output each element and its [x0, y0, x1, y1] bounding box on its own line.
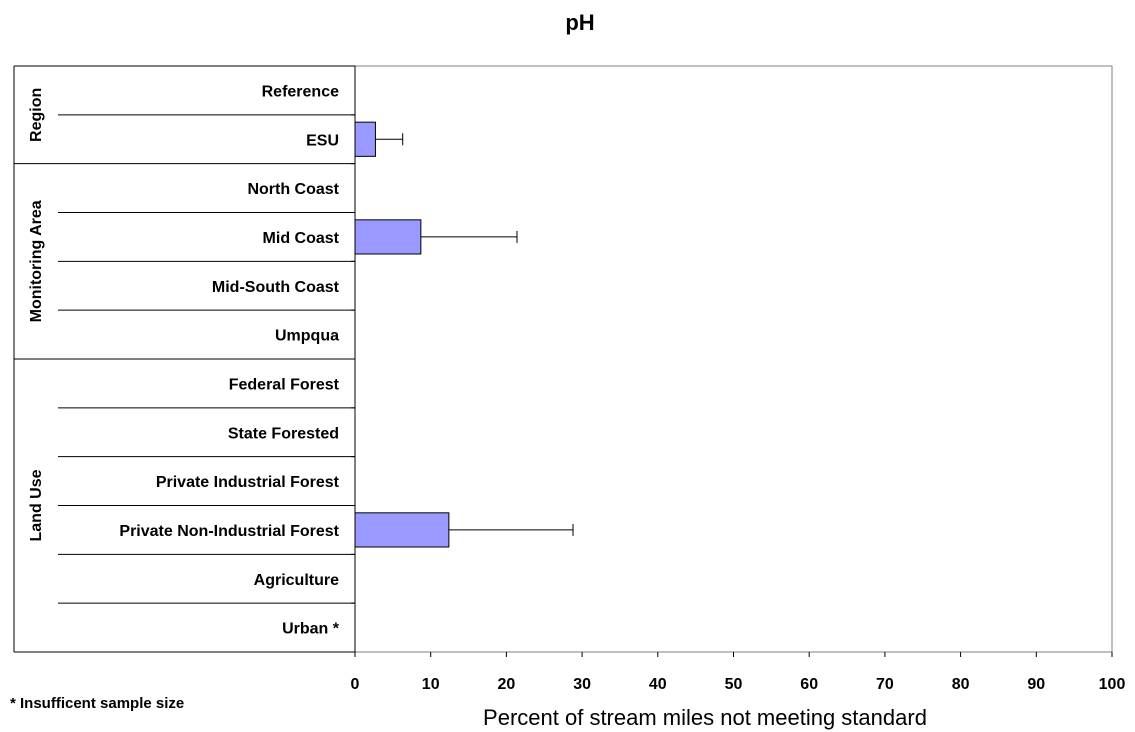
- footnote: * Insufficent sample size: [10, 695, 184, 712]
- x-tick-label: 40: [649, 676, 667, 693]
- x-tick-label: 30: [573, 676, 591, 693]
- plot-area: [354, 65, 1113, 653]
- group-label: Region: [28, 88, 45, 142]
- category-label: Urban *: [282, 621, 340, 638]
- x-tick-label: 60: [800, 676, 818, 693]
- group-label: Land Use: [28, 469, 45, 541]
- category-label: Private Industrial Forest: [156, 474, 340, 491]
- bar: [354, 219, 422, 255]
- category-label: Mid-South Coast: [212, 279, 340, 296]
- category-label: Reference: [262, 83, 339, 100]
- category-label: North Coast: [247, 181, 339, 198]
- x-tick-label: 90: [1027, 676, 1045, 693]
- category-label: State Forested: [228, 425, 339, 442]
- group-label: Monitoring Area: [28, 200, 45, 322]
- x-tick-label: 0: [351, 676, 360, 693]
- category-label: ESU: [306, 132, 339, 149]
- x-tick-label: 10: [422, 676, 440, 693]
- chart-title: pH: [565, 10, 594, 35]
- category-label: Federal Forest: [229, 376, 340, 393]
- x-tick-label: 70: [876, 676, 894, 693]
- category-label: Umpqua: [275, 328, 339, 345]
- x-axis-label: Percent of stream miles not meeting stan…: [483, 705, 927, 730]
- bar: [354, 121, 376, 157]
- bar: [354, 512, 450, 548]
- x-tick-label: 50: [725, 676, 743, 693]
- x-tick-label: 80: [952, 676, 970, 693]
- x-tick-label: 20: [498, 676, 516, 693]
- category-label: Mid Coast: [263, 230, 340, 247]
- x-tick-label: 100: [1099, 676, 1126, 693]
- category-label: Agriculture: [254, 572, 339, 589]
- category-label: Private Non-Industrial Forest: [119, 523, 339, 540]
